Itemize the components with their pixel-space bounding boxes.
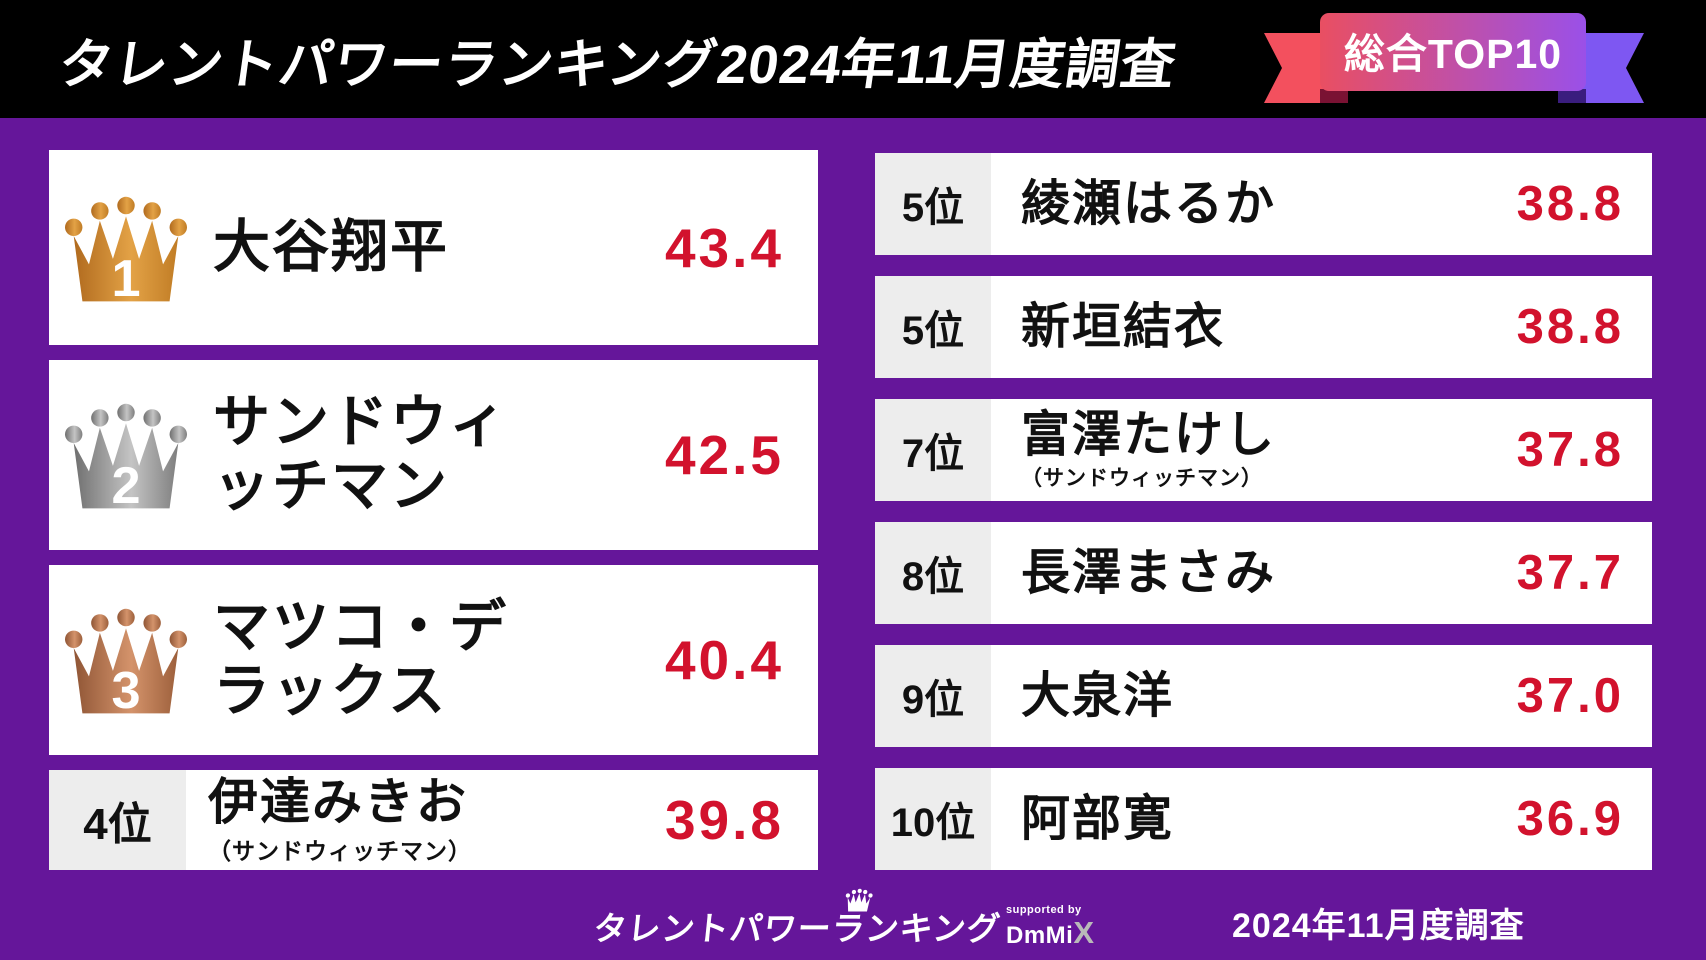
talent-name: 新垣結衣 xyxy=(1021,299,1226,354)
talent-name-block: 綾瀬はるか xyxy=(1021,177,1276,232)
talent-name: 綾瀬はるか xyxy=(1021,176,1277,231)
score-value: 37.0 xyxy=(1516,669,1624,723)
rank-badge: 8位 xyxy=(875,522,991,624)
talent-name-line2: ッチマン xyxy=(213,454,449,518)
talent-name: マツコ・デ xyxy=(213,595,508,660)
rank-badge: 5位 xyxy=(875,153,991,255)
score-value: 38.8 xyxy=(1516,300,1624,354)
talent-name-block: サンドウィ ッチマン xyxy=(213,390,508,519)
header-bar: タレントパワーランキング2024年11月度調査 総合TOP10 xyxy=(0,0,1706,118)
rank2-card: 2 サンドウィ ッチマン 42.5 xyxy=(49,360,818,550)
rank1-card: 1 大谷翔平 43.4 xyxy=(49,150,818,345)
ribbon-icon xyxy=(1264,13,1644,103)
rank1-number: 1 xyxy=(111,249,140,307)
supporter-block: supported by DmMiX xyxy=(1006,904,1095,950)
supporter-logo-prefix: DmMi xyxy=(1006,922,1074,950)
talent-name: 大谷翔平 xyxy=(213,214,449,279)
ribbon-badge-label: 総合TOP10 xyxy=(1343,31,1563,77)
talent-name-block: 長澤まさみ xyxy=(1021,546,1276,601)
talent-name-block: マツコ・デ ラックス xyxy=(213,595,508,724)
ranking-top4-column: 1 大谷翔平 43.4 2 サンドウィ ッチマン xyxy=(49,150,818,870)
talent-name: 伊達みきお xyxy=(208,774,468,830)
talent-name: 大泉洋 xyxy=(1021,668,1175,723)
talent-name: 阿部寛 xyxy=(1021,791,1175,846)
ranking-5to10-column: 5位 綾瀬はるか 38.8 5位 新垣結衣 38.8 7位 富澤たけし （サンド… xyxy=(875,153,1652,870)
supporter-logo: DmMiX xyxy=(1006,916,1095,950)
rank5a-row: 5位 綾瀬はるか 38.8 xyxy=(875,153,1652,255)
rank10-row: 10位 阿部寛 36.9 xyxy=(875,768,1652,870)
rank4-card: 4位 伊達みきお （サンドウィッチマン） 39.8 xyxy=(49,770,818,870)
rank8-row: 8位 長澤まさみ 37.7 xyxy=(875,522,1652,624)
score-value: 39.8 xyxy=(664,789,784,851)
bronze-crown-icon: 3 xyxy=(65,604,187,720)
score-value: 40.4 xyxy=(664,629,784,691)
footer-bar: タレントパワーランキング supported by DmMiX 2024年11月… xyxy=(0,870,1706,960)
logo-crown-icon xyxy=(839,882,879,920)
score-value: 37.7 xyxy=(1516,546,1624,600)
rank-badge: 9位 xyxy=(875,645,991,747)
survey-period-note: 2024年11月度調査 xyxy=(1232,907,1525,945)
talent-name-block: 伊達みきお （サンドウィッチマン） xyxy=(208,774,472,866)
talent-name-block: 富澤たけし （サンドウィッチマン） xyxy=(1021,408,1276,493)
rank2-number: 2 xyxy=(111,457,140,515)
score-value: 42.5 xyxy=(664,424,784,486)
talent-group-subtitle: （サンドウィッチマン） xyxy=(1021,467,1263,491)
talent-name-line2: ラックス xyxy=(213,659,448,723)
talent-name-block: 大泉洋 xyxy=(1021,669,1174,724)
silver-crown-icon: 2 xyxy=(65,399,187,515)
brand-logo: タレントパワーランキング xyxy=(591,888,1003,950)
score-value: 36.9 xyxy=(1516,792,1624,846)
supporter-logo-x: X xyxy=(1073,915,1095,951)
rank-badge: 10位 xyxy=(875,768,991,870)
gold-crown-icon: 1 xyxy=(65,192,187,307)
talent-name-block: 阿部寛 xyxy=(1021,792,1174,847)
rank-badge: 7位 xyxy=(875,399,991,501)
rank3-number: 3 xyxy=(111,662,140,720)
talent-name: 富澤たけし xyxy=(1021,407,1277,462)
rank3-card: 3 マツコ・デ ラックス 40.4 xyxy=(49,565,818,755)
rank9-row: 9位 大泉洋 37.0 xyxy=(875,645,1652,747)
talent-name-block: 大谷翔平 xyxy=(213,214,449,280)
rank-badge: 4位 xyxy=(49,770,186,870)
rank-badge: 5位 xyxy=(875,276,991,378)
page-title: タレントパワーランキング2024年11月度調査 xyxy=(55,34,1181,95)
score-value: 43.4 xyxy=(664,216,784,279)
score-value: 38.8 xyxy=(1516,177,1624,231)
talent-name-block: 新垣結衣 xyxy=(1021,300,1225,355)
rank7-row: 7位 富澤たけし （サンドウィッチマン） 37.8 xyxy=(875,399,1652,501)
talent-group-subtitle: （サンドウィッチマン） xyxy=(208,838,472,864)
top10-ribbon-badge: 総合TOP10 xyxy=(1258,11,1650,105)
score-value: 37.8 xyxy=(1516,423,1624,477)
talent-name: サンドウィ xyxy=(213,390,508,455)
brand-logo-text: タレントパワーランキング xyxy=(591,910,1003,947)
talent-name: 長澤まさみ xyxy=(1021,545,1277,600)
supported-by-label: supported by xyxy=(1006,904,1082,916)
rank5b-row: 5位 新垣結衣 38.8 xyxy=(875,276,1652,378)
